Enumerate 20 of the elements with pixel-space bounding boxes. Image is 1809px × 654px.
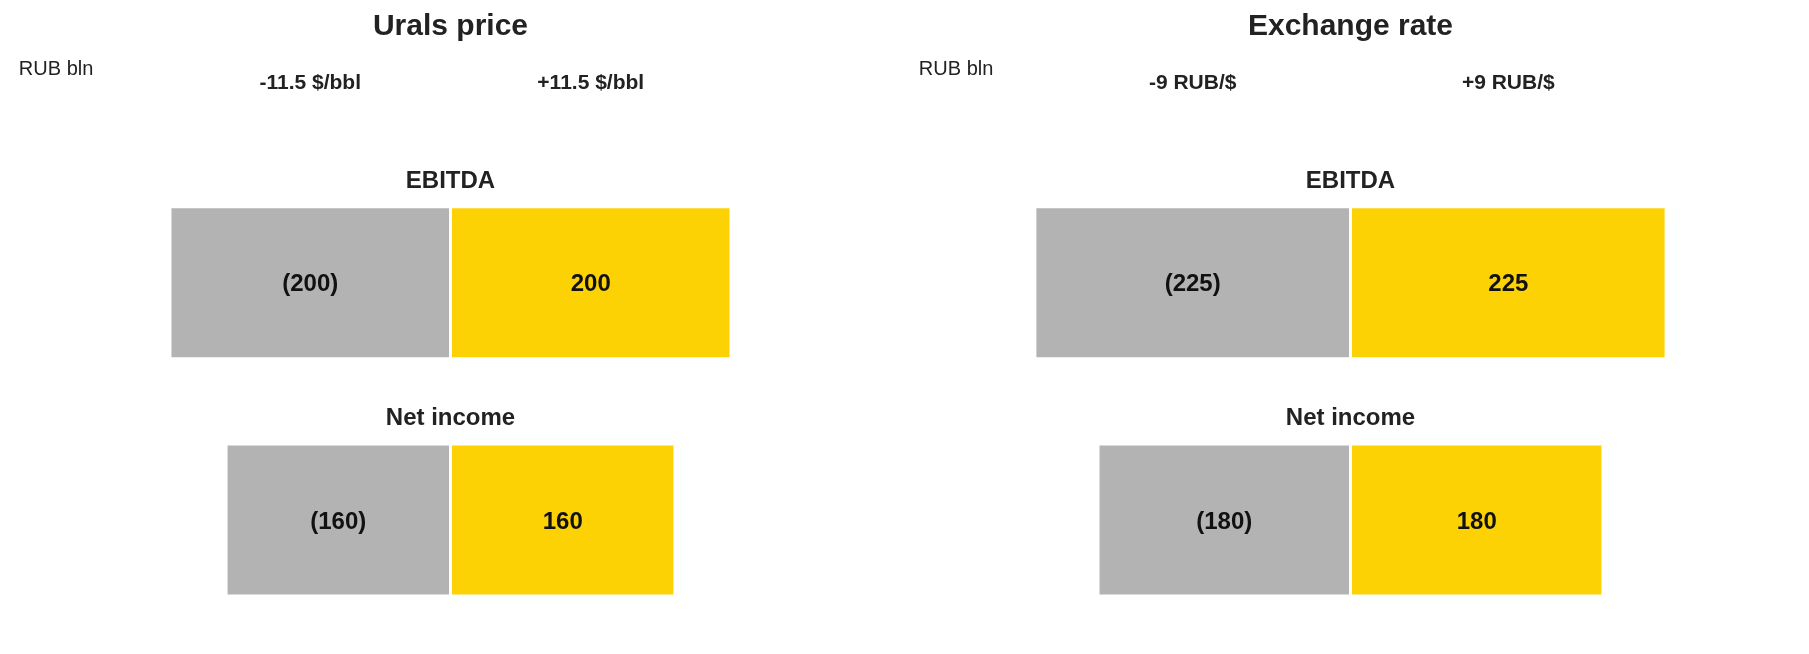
category-label: Net income bbox=[385, 402, 516, 430]
annotation: +9 RUB/$ bbox=[1461, 69, 1556, 93]
category-label: EBITDA bbox=[1305, 165, 1396, 193]
data-label: 180 bbox=[1456, 506, 1497, 534]
annotation: -9 RUB/$ bbox=[1148, 69, 1237, 93]
data-label: (180) bbox=[1196, 506, 1253, 534]
data-label: 160 bbox=[542, 506, 583, 534]
category-label: EBITDA bbox=[405, 165, 496, 193]
annotation: -11.5 $/bbl bbox=[259, 69, 362, 93]
category-label: Net income bbox=[1285, 402, 1416, 430]
chart-title: Urals price bbox=[372, 7, 529, 41]
data-label: 225 bbox=[1488, 269, 1529, 297]
y-axis-title: RUB bln bbox=[918, 57, 994, 80]
data-label: 200 bbox=[570, 269, 611, 297]
data-label: (225) bbox=[1164, 269, 1221, 297]
data-label: (160) bbox=[310, 506, 367, 534]
annotation: +11.5 $/bbl bbox=[537, 69, 645, 93]
data-label: (200) bbox=[282, 269, 339, 297]
y-axis-title: RUB bln bbox=[18, 57, 94, 80]
chart-title: Exchange rate bbox=[1247, 7, 1454, 41]
